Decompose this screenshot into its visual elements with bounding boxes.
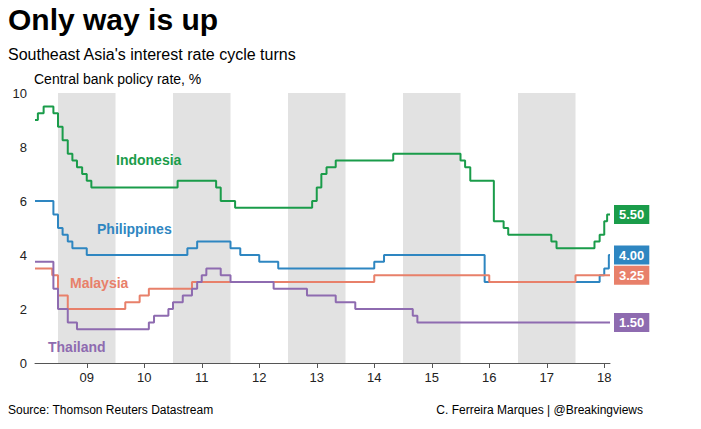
svg-text:4.00: 4.00 — [619, 248, 644, 263]
svg-text:10: 10 — [13, 86, 27, 101]
svg-text:18: 18 — [597, 370, 611, 385]
svg-text:Indonesia: Indonesia — [116, 152, 182, 168]
svg-text:8: 8 — [20, 140, 27, 155]
svg-text:6: 6 — [20, 194, 27, 209]
svg-text:11: 11 — [195, 370, 209, 385]
svg-text:Only way is up: Only way is up — [8, 3, 218, 36]
svg-text:Source: Thomson Reuters Datast: Source: Thomson Reuters Datastream — [8, 403, 213, 417]
svg-text:4: 4 — [20, 248, 27, 263]
svg-text:10: 10 — [137, 370, 151, 385]
svg-text:Central bank policy rate, %: Central bank policy rate, % — [34, 71, 201, 87]
svg-text:Southeast Asia's interest rate: Southeast Asia's interest rate cycle tur… — [8, 46, 296, 63]
svg-text:15: 15 — [425, 370, 439, 385]
svg-text:Thailand: Thailand — [48, 339, 106, 355]
svg-text:14: 14 — [367, 370, 381, 385]
svg-text:C. Ferreira Marques | @Breakin: C. Ferreira Marques | @Breakingviews — [436, 403, 643, 417]
svg-text:1.50: 1.50 — [619, 315, 644, 330]
svg-text:0: 0 — [20, 356, 27, 371]
svg-text:3.25: 3.25 — [619, 268, 644, 283]
svg-text:2: 2 — [20, 302, 27, 317]
svg-text:16: 16 — [482, 370, 496, 385]
svg-text:Philippines: Philippines — [97, 221, 172, 237]
svg-text:13: 13 — [310, 370, 324, 385]
svg-text:12: 12 — [252, 370, 266, 385]
svg-text:5.50: 5.50 — [619, 207, 644, 222]
svg-text:Malaysia: Malaysia — [70, 275, 129, 291]
svg-text:17: 17 — [540, 370, 554, 385]
svg-text:09: 09 — [80, 370, 94, 385]
